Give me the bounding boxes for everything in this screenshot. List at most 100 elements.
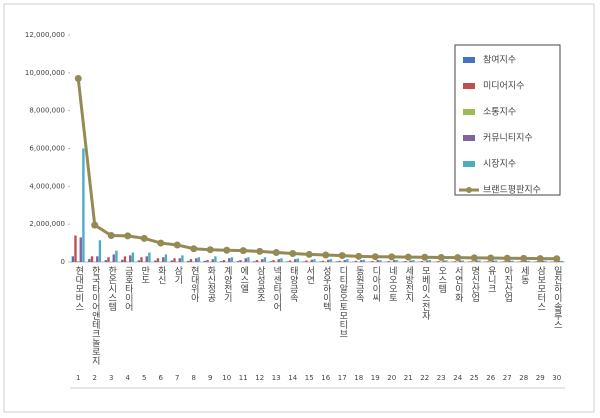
category-label: 동원금속 [354,266,364,303]
category-label: 서연이화 [453,266,463,303]
category-label: 현대위아 [189,266,199,303]
category-label: 디티알오토모티브 [337,266,347,338]
bar [338,260,341,262]
bar [239,260,242,262]
legend-label: 참여지수 [483,54,516,66]
bar [525,260,528,262]
legend-label: 소통지수 [483,107,516,118]
bar [294,259,297,262]
bar [360,260,363,262]
line-point [157,239,165,247]
legend-swatch [463,135,475,141]
bar [228,258,231,262]
category-label: 아진산업 [502,266,512,302]
rank-label: 3 [109,374,113,382]
line-point [404,253,412,261]
bar [475,260,478,262]
legend-label: 시장지수 [483,159,516,170]
rank-label: 15 [305,374,314,382]
line-point [338,252,346,260]
bar [420,261,424,262]
bar [492,260,495,262]
line-point [454,254,462,262]
line-point [107,232,115,240]
bar [74,235,77,262]
bar [244,258,247,262]
category-label: 현대모비스 [73,266,83,311]
bar [261,259,264,262]
line-point [553,255,561,263]
rank-label: 21 [404,374,413,382]
bar [195,258,198,262]
bar [280,258,283,262]
bar [379,260,382,262]
bar [162,257,165,262]
bar [236,261,240,262]
bar [486,261,490,262]
bar [343,260,346,262]
y-tick-label: 0 [61,258,65,266]
bar [154,260,157,262]
rank-label: 26 [486,374,495,382]
bar [181,255,184,262]
bar [296,258,300,262]
bar [541,260,544,262]
bar [253,261,256,262]
line-point [124,232,132,240]
bar [79,237,82,262]
y-tick-label: 2,000,000 [29,220,65,228]
line-point [173,241,181,249]
bar [354,260,358,262]
line-point [503,254,511,262]
line-point [355,252,363,260]
bar [558,260,561,262]
bar [211,259,214,262]
bar [453,261,457,262]
line-point [256,247,264,255]
bar [90,256,94,262]
rank-label: 12 [255,374,264,382]
rank-label: 30 [552,374,561,382]
line-point [421,253,429,261]
rank-label: 10 [222,374,231,382]
bar [121,259,124,262]
rank-label: 8 [192,374,196,382]
bar [189,259,193,262]
bar [220,261,223,262]
bar [437,261,440,262]
bar [145,256,148,262]
line-point [322,251,330,259]
bar [71,256,75,262]
category-label: 성우하이텍 [321,266,331,312]
bar [335,261,339,262]
bar [387,261,391,262]
line-point [91,221,99,229]
line-point [289,249,297,257]
bar [164,254,168,262]
bar [88,259,91,262]
rank-label: 6 [159,374,164,382]
bar [409,260,412,262]
line-point [470,254,478,262]
category-label: 일진하이솔루스 [552,266,562,329]
bar [527,260,531,262]
rank-label: 23 [437,374,446,382]
category-label: 넥센타이어 [271,266,281,312]
rank-label: 25 [470,374,479,382]
bar [156,258,160,262]
bar [140,257,143,262]
line-point [487,254,495,262]
bar [98,240,102,262]
line-point [305,250,313,258]
y-tick-label: 10,000,000 [25,69,65,77]
bar [544,260,547,262]
bar [404,261,407,262]
bar [286,261,289,262]
bar [107,257,110,262]
line-point [190,245,198,253]
bar [272,260,275,262]
line-point [520,254,528,262]
line-point [536,255,544,263]
rank-label: 13 [272,374,281,382]
